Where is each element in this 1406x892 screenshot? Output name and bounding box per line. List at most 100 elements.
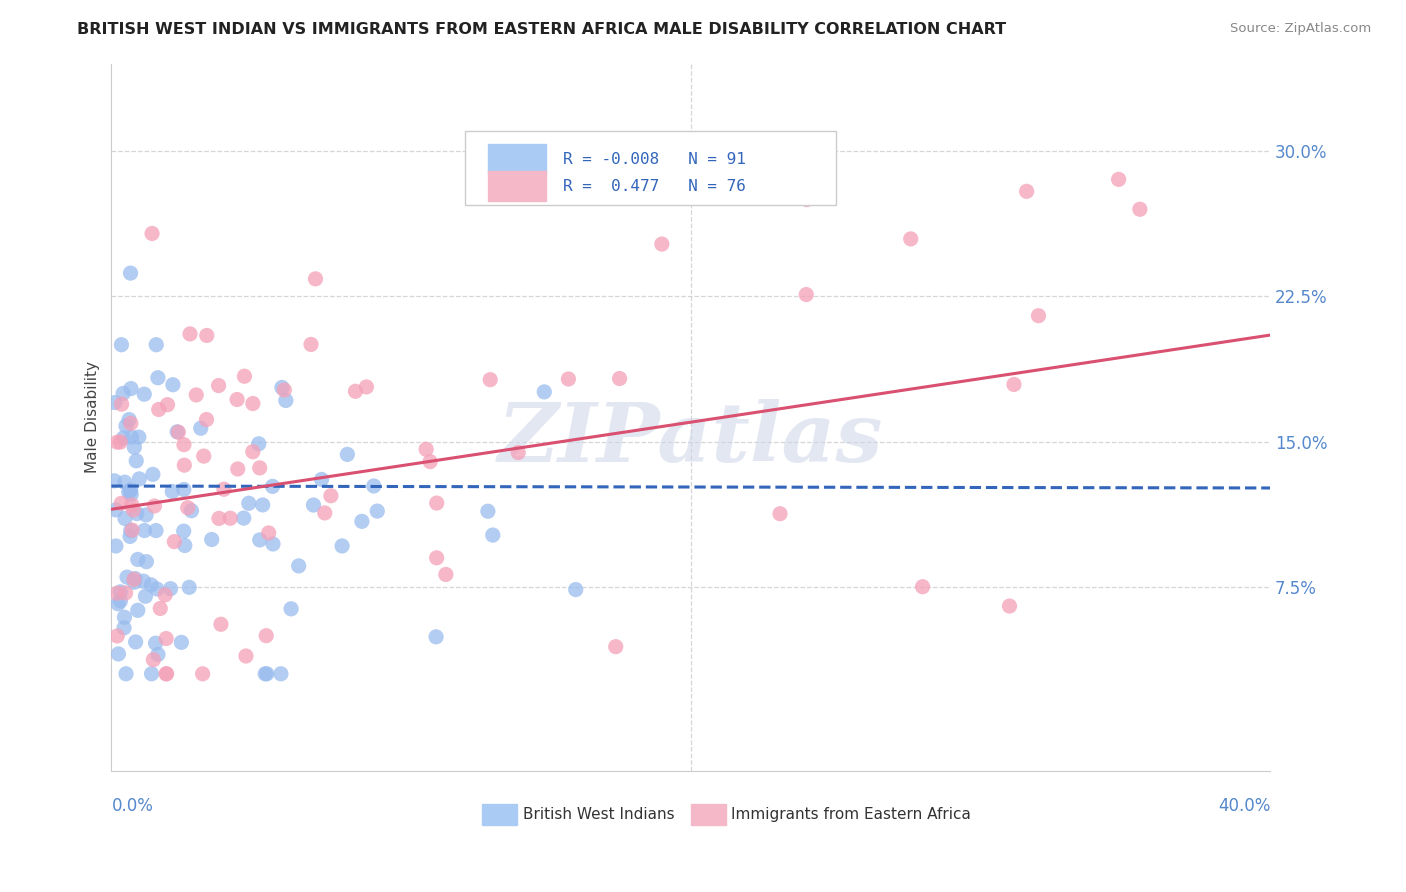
Point <box>605 640 627 654</box>
Point <box>252 498 274 512</box>
Point <box>104 395 127 409</box>
Point <box>115 419 138 434</box>
Point <box>112 621 135 635</box>
Point <box>254 629 277 643</box>
Point <box>238 496 260 510</box>
Point <box>122 575 145 590</box>
Point <box>115 666 138 681</box>
Point <box>122 503 145 517</box>
Point <box>274 393 297 408</box>
Point <box>145 524 167 538</box>
Point <box>105 586 128 600</box>
Point <box>998 599 1021 613</box>
Point <box>111 397 134 411</box>
Point <box>651 237 673 252</box>
Point <box>173 458 195 472</box>
Point <box>143 499 166 513</box>
Point <box>118 412 141 426</box>
Point <box>104 539 127 553</box>
Point <box>366 504 388 518</box>
Point <box>271 380 294 394</box>
Point <box>118 485 141 500</box>
Point <box>186 388 208 402</box>
Text: ZIPatlas: ZIPatlas <box>498 399 883 478</box>
Point <box>179 580 201 594</box>
Text: 0.0%: 0.0% <box>111 797 153 815</box>
Point <box>794 287 817 301</box>
FancyBboxPatch shape <box>488 171 546 201</box>
Point <box>336 447 359 461</box>
Y-axis label: Male Disability: Male Disability <box>86 361 100 474</box>
Point <box>254 666 277 681</box>
Point <box>911 580 934 594</box>
Point <box>128 472 150 486</box>
Point <box>1108 172 1130 186</box>
Point <box>219 511 242 525</box>
Point <box>110 585 132 599</box>
Point <box>311 472 333 486</box>
Point <box>112 431 135 445</box>
Point <box>166 425 188 439</box>
Text: Source: ZipAtlas.com: Source: ZipAtlas.com <box>1230 22 1371 36</box>
Point <box>173 437 195 451</box>
Point <box>134 524 156 538</box>
Point <box>344 384 367 399</box>
Point <box>124 572 146 586</box>
Point <box>208 511 231 525</box>
Point <box>247 437 270 451</box>
Point <box>121 523 143 537</box>
Point <box>533 384 555 399</box>
Point <box>314 506 336 520</box>
Text: BRITISH WEST INDIAN VS IMMIGRANTS FROM EASTERN AFRICA MALE DISABILITY CORRELATIO: BRITISH WEST INDIAN VS IMMIGRANTS FROM E… <box>77 22 1007 37</box>
Point <box>124 440 146 454</box>
Point <box>179 326 201 341</box>
Text: 40.0%: 40.0% <box>1218 797 1270 815</box>
Point <box>796 193 818 207</box>
Point <box>134 589 156 603</box>
Point <box>163 534 186 549</box>
Point <box>425 630 447 644</box>
Point <box>1129 202 1152 217</box>
Text: Immigrants from Eastern Africa: Immigrants from Eastern Africa <box>731 807 972 822</box>
Point <box>302 498 325 512</box>
Point <box>249 461 271 475</box>
Point <box>173 539 195 553</box>
Point <box>177 500 200 515</box>
Point <box>479 373 502 387</box>
Point <box>114 511 136 525</box>
Point <box>149 601 172 615</box>
Point <box>146 582 169 596</box>
Point <box>426 496 449 510</box>
Point <box>124 635 146 649</box>
Point <box>195 328 218 343</box>
Point <box>193 449 215 463</box>
Point <box>135 508 157 522</box>
Point <box>134 387 156 401</box>
Point <box>356 380 378 394</box>
Point <box>145 636 167 650</box>
Point <box>105 435 128 450</box>
Point <box>235 648 257 663</box>
Point <box>426 550 449 565</box>
Point <box>170 635 193 649</box>
Point <box>142 653 165 667</box>
Point <box>212 482 235 496</box>
Point <box>132 574 155 589</box>
Point <box>107 597 129 611</box>
Point <box>107 647 129 661</box>
Point <box>1028 309 1050 323</box>
Point <box>232 511 254 525</box>
Point <box>105 629 128 643</box>
Point <box>112 610 135 624</box>
Point <box>120 417 142 431</box>
Point <box>141 578 163 592</box>
Point <box>146 370 169 384</box>
Point <box>120 483 142 497</box>
Point <box>112 386 135 401</box>
Point <box>557 372 579 386</box>
Point <box>900 232 922 246</box>
Point <box>195 412 218 426</box>
Point <box>209 617 232 632</box>
Point <box>110 594 132 608</box>
Point <box>226 392 249 407</box>
